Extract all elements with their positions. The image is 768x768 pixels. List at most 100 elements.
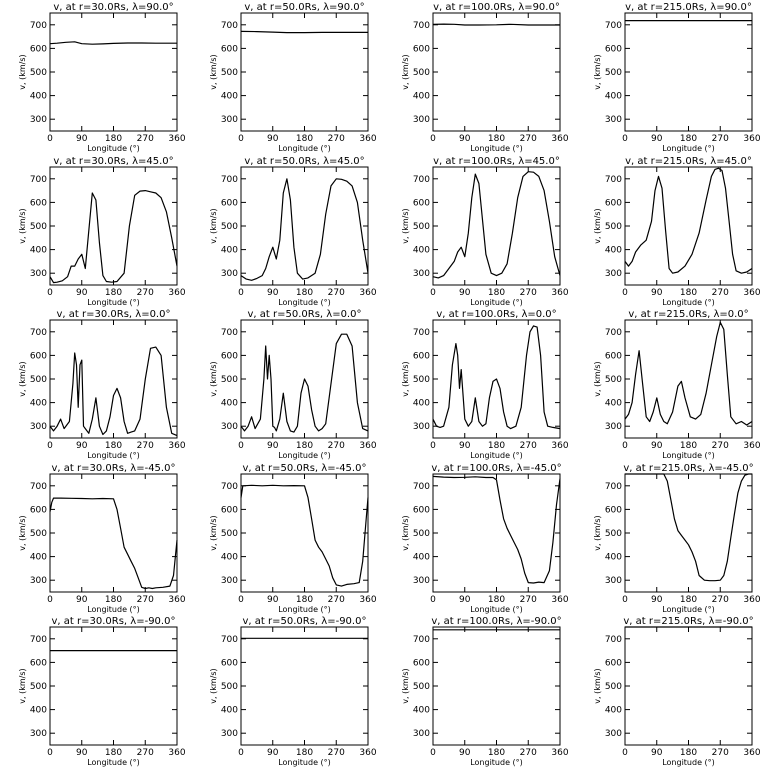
y-tick-label: 400 (221, 92, 238, 102)
x-tick-label: 0 (430, 748, 436, 758)
x-tick-label: 0 (238, 134, 244, 144)
x-tick-label: 90 (76, 288, 88, 298)
y-tick-label: 400 (605, 92, 622, 102)
y-tick-label: 400 (605, 706, 622, 716)
y-tick-label: 500 (30, 529, 47, 539)
x-tick-label: 180 (296, 595, 313, 605)
y-tick-label: 700 (605, 175, 622, 185)
x-tick-label: 360 (359, 441, 376, 451)
x-tick-label: 270 (520, 134, 537, 144)
y-tick-label: 300 (605, 576, 622, 586)
y-tick-label: 400 (221, 399, 238, 409)
panel-title: v, at r=100.0Rs, λ=45.0° (433, 156, 560, 167)
x-tick-label: 0 (430, 288, 436, 298)
x-tick-label: 180 (488, 441, 505, 451)
speed-series-line (240, 484, 369, 587)
x-tick-label: 270 (328, 134, 345, 144)
y-axis-label: v, (km/s) (593, 208, 602, 243)
plot-frame (432, 166, 561, 286)
x-tick-label: 180 (680, 134, 697, 144)
x-axis-label: Longitude (°) (470, 298, 523, 307)
x-tick-label: 180 (105, 134, 122, 144)
x-tick-label: 270 (137, 134, 154, 144)
x-tick-label: 0 (430, 595, 436, 605)
speed-series-line (624, 321, 753, 426)
x-tick-label: 90 (651, 748, 663, 758)
x-axis-label: Longitude (°) (87, 758, 140, 767)
y-tick-label: 300 (30, 269, 47, 279)
x-axis-label: Longitude (°) (278, 144, 331, 153)
x-tick-label: 270 (520, 441, 537, 451)
x-tick-label: 90 (76, 748, 88, 758)
x-axis-label: Longitude (°) (662, 605, 715, 614)
plot-frame (240, 12, 369, 132)
y-tick-label: 700 (221, 175, 238, 185)
x-tick-label: 0 (238, 748, 244, 758)
chart-panel: v, at r=50.0Rs, λ=45.0° 0 90 180 270 360 300 40… (209, 156, 377, 307)
y-tick-label: 600 (413, 505, 430, 515)
x-tick-label: 360 (168, 748, 185, 758)
x-tick-label: 180 (105, 748, 122, 758)
chart-panel: v, at r=50.0Rs, λ=-90.0° 0 90 180 270 360 300 4… (209, 616, 377, 767)
speed-series-line (432, 325, 561, 430)
y-tick-label: 500 (413, 222, 430, 232)
y-tick-label: 300 (413, 115, 430, 125)
plot-frame (49, 473, 178, 593)
y-tick-label: 500 (605, 682, 622, 692)
x-tick-label: 90 (459, 595, 471, 605)
y-tick-label: 600 (221, 44, 238, 54)
panel-title: v, at r=100.0Rs, λ=0.0° (436, 309, 556, 320)
y-tick-label: 400 (30, 399, 47, 409)
x-tick-label: 270 (137, 748, 154, 758)
x-tick-label: 360 (743, 288, 760, 298)
y-tick-label: 600 (221, 658, 238, 668)
x-tick-label: 0 (238, 595, 244, 605)
y-tick-label: 300 (30, 115, 47, 125)
x-tick-label: 180 (296, 748, 313, 758)
x-axis-label: Longitude (°) (87, 298, 140, 307)
y-tick-label: 700 (30, 635, 47, 645)
x-tick-label: 180 (296, 134, 313, 144)
x-tick-label: 270 (712, 288, 729, 298)
y-tick-label: 600 (605, 44, 622, 54)
y-axis-label: v, (km/s) (401, 208, 410, 243)
x-tick-label: 270 (328, 288, 345, 298)
panel-title: v, at r=215.0Rs, λ=-45.0° (623, 463, 753, 474)
y-tick-label: 600 (221, 198, 238, 208)
y-tick-label: 700 (221, 328, 238, 338)
x-tick-label: 0 (430, 441, 436, 451)
speed-series-line (240, 30, 368, 34)
x-tick-label: 360 (551, 595, 568, 605)
speed-series-line (49, 497, 178, 590)
y-tick-label: 400 (413, 246, 430, 256)
x-axis-label: Longitude (°) (278, 451, 331, 460)
y-tick-label: 500 (30, 682, 47, 692)
x-tick-label: 360 (743, 441, 760, 451)
y-tick-label: 600 (413, 44, 430, 54)
panel-title: v, at r=30.0Rs, λ=90.0° (53, 2, 173, 13)
y-tick-label: 400 (221, 706, 238, 716)
y-tick-label: 500 (413, 375, 430, 385)
y-tick-label: 700 (221, 21, 238, 31)
x-tick-label: 90 (76, 134, 88, 144)
x-tick-label: 180 (488, 595, 505, 605)
y-tick-label: 700 (30, 175, 47, 185)
y-tick-label: 500 (413, 68, 430, 78)
y-tick-label: 700 (30, 328, 47, 338)
y-tick-label: 300 (221, 269, 238, 279)
chart-panel: v, at r=215.0Rs, λ=0.0° 0 90 180 270 360 300 40… (593, 309, 761, 460)
x-tick-label: 90 (267, 288, 279, 298)
chart-panel: v, at r=30.0Rs, λ=-90.0° 0 90 180 270 360 300 4… (18, 616, 186, 767)
x-tick-label: 90 (267, 134, 279, 144)
y-tick-label: 500 (30, 68, 47, 78)
x-axis-label: Longitude (°) (662, 758, 715, 767)
x-axis-label: Longitude (°) (87, 144, 140, 153)
y-axis-label: v, (km/s) (593, 515, 602, 550)
x-axis-label: Longitude (°) (662, 451, 715, 460)
x-tick-label: 180 (105, 288, 122, 298)
y-tick-label: 500 (605, 68, 622, 78)
y-tick-label: 600 (413, 658, 430, 668)
y-tick-label: 400 (413, 92, 430, 102)
y-tick-label: 700 (413, 482, 430, 492)
y-tick-label: 600 (30, 351, 47, 361)
